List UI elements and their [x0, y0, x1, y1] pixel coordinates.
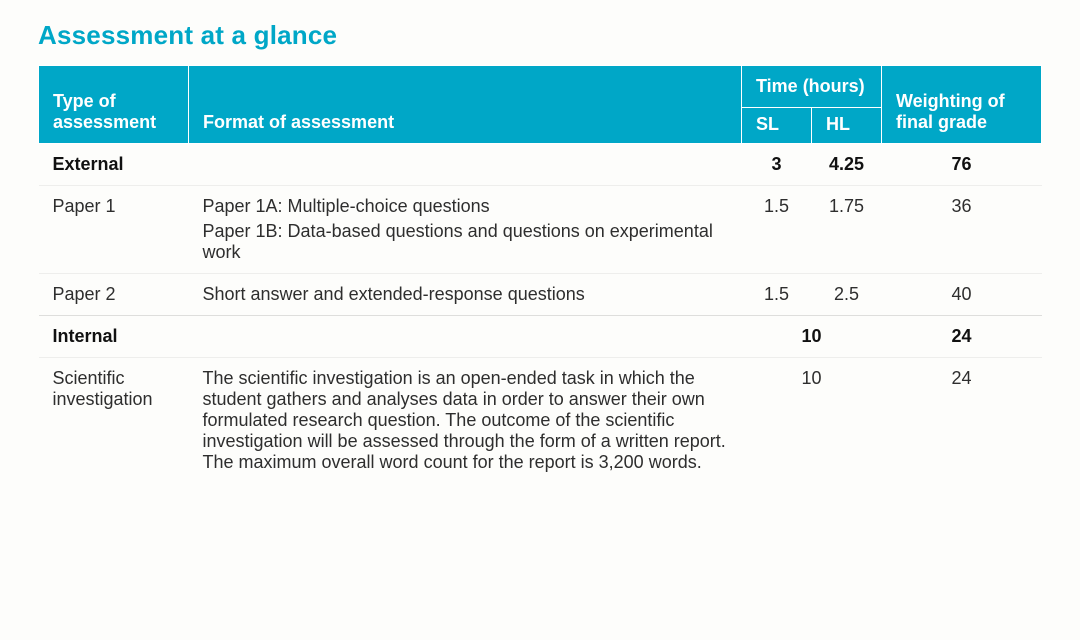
page: Assessment at a glance Type of assessmen… — [0, 0, 1080, 640]
table-row: Paper 2 Short answer and extended-respons… — [39, 274, 1042, 316]
col-header-format: Format of assessment — [189, 66, 742, 144]
cell-type: Paper 1 — [39, 186, 189, 274]
cell-format: Paper 1A: Multiple-choice questions Paper… — [189, 186, 742, 274]
cell-type: Paper 2 — [39, 274, 189, 316]
cell-format — [189, 316, 742, 358]
table-row: Paper 1Paper 1A: Multiple-choice questio… — [39, 186, 1042, 274]
cell-sl: 1.5 — [742, 274, 812, 316]
cell-weight: 76 — [882, 144, 1042, 186]
format-line: Short answer and extended-response quest… — [203, 284, 728, 305]
table-body: External34.2576Paper 1Paper 1A: Multiple… — [39, 144, 1042, 484]
table-row: Internal 1024 — [39, 316, 1042, 358]
cell-weight: 36 — [882, 186, 1042, 274]
cell-format: Short answer and extended-response quest… — [189, 274, 742, 316]
cell-hl: 1.75 — [812, 186, 882, 274]
cell-format — [189, 144, 742, 186]
table-row: Scientific investigationThe scientific i… — [39, 358, 1042, 484]
cell-hl: 2.5 — [812, 274, 882, 316]
cell-hl: 4.25 — [812, 144, 882, 186]
cell-time-merged: 10 — [742, 316, 882, 358]
cell-sl: 3 — [742, 144, 812, 186]
cell-weight: 24 — [882, 316, 1042, 358]
cell-time-merged: 10 — [742, 358, 882, 484]
format-line: Paper 1A: Multiple-choice questions — [203, 196, 728, 217]
format-line: The scientific investigation is an open-… — [203, 368, 728, 473]
cell-sl: 1.5 — [742, 186, 812, 274]
format-line: Paper 1B: Data-based questions and quest… — [203, 221, 728, 263]
cell-type: Internal — [39, 316, 189, 358]
table-row: External 34.2576 — [39, 144, 1042, 186]
col-header-hl: HL — [812, 108, 882, 144]
col-header-type: Type of assessment — [39, 66, 189, 144]
assessment-table: Type of assessment Format of assessment … — [38, 65, 1042, 483]
table-header: Type of assessment Format of assessment … — [39, 66, 1042, 144]
col-header-time: Time (hours) — [742, 66, 882, 108]
cell-type: Scientific investigation — [39, 358, 189, 484]
col-header-sl: SL — [742, 108, 812, 144]
cell-format: The scientific investigation is an open-… — [189, 358, 742, 484]
cell-weight: 24 — [882, 358, 1042, 484]
cell-type: External — [39, 144, 189, 186]
page-title: Assessment at a glance — [38, 20, 1042, 51]
cell-weight: 40 — [882, 274, 1042, 316]
col-header-weight: Weighting of final grade — [882, 66, 1042, 144]
